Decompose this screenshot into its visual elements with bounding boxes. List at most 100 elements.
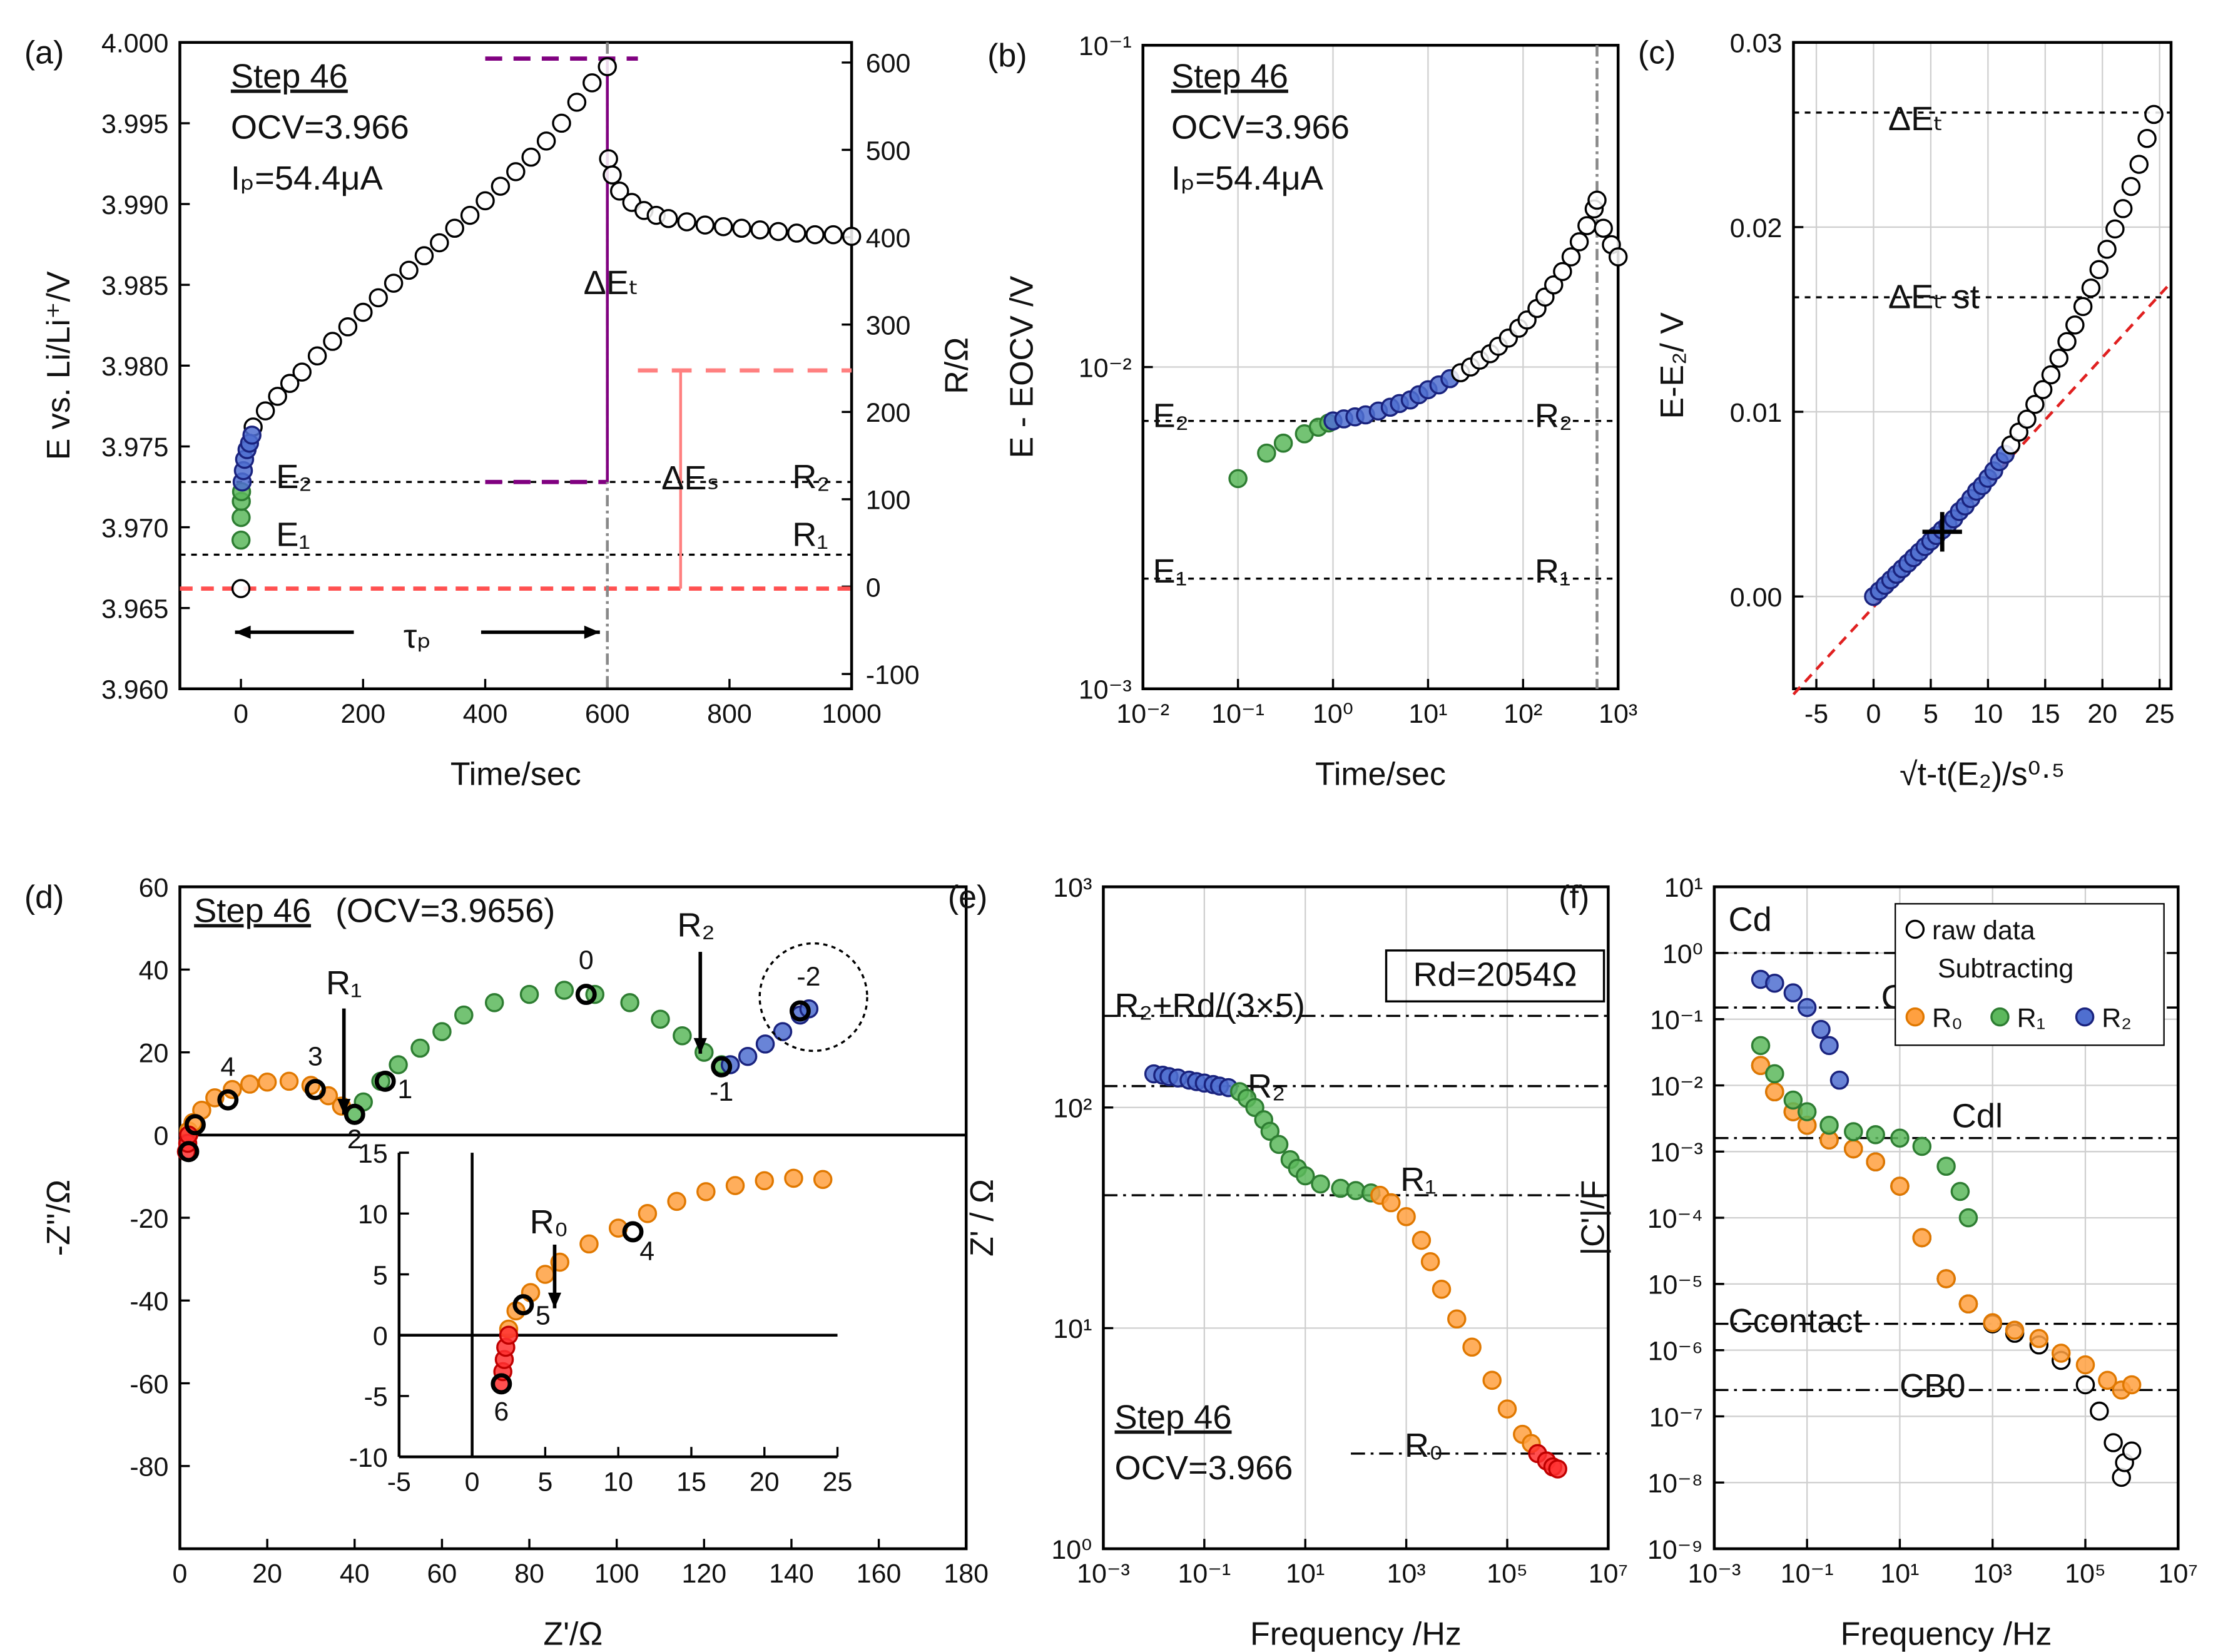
x-tick-label: 15 — [2030, 699, 2060, 729]
marker — [307, 346, 327, 366]
annotation: (OCV=3.9656) — [335, 892, 555, 930]
annotation: Iₚ=54.4μA — [1171, 160, 1324, 197]
marker — [1311, 1174, 1330, 1194]
y-axis-label: E - EOCV /V — [1004, 275, 1040, 458]
marker — [1420, 1252, 1440, 1272]
marker — [491, 1373, 512, 1395]
marker — [823, 225, 843, 245]
marker — [2029, 1328, 2049, 1349]
marker — [476, 191, 495, 211]
marker — [575, 984, 597, 1006]
panel: 0 200 400 600 800 10003.9603.9653.9703.9753.9… — [24, 29, 975, 793]
marker — [1958, 1208, 1978, 1228]
marker — [1447, 1309, 1467, 1329]
y2-tick-label: 400 — [866, 223, 911, 253]
marker — [2121, 176, 2141, 196]
panel-label: (d) — [24, 879, 64, 915]
marker — [2144, 105, 2164, 125]
x-tick-label: 200 — [340, 699, 385, 729]
marker — [1561, 247, 1581, 267]
annotation: Step 46 — [194, 892, 311, 930]
annotation: Step 46 — [1171, 58, 1288, 95]
panel: 10⁻² 10⁻¹ 10⁰ 10¹ 10² 10³10⁻³10⁻²10⁻¹(b)Time/… — [987, 31, 1637, 792]
marker — [787, 223, 806, 243]
marker — [1548, 1459, 1567, 1479]
marker — [1587, 190, 1607, 210]
y-tick-label: 10¹ — [1053, 1314, 1092, 1344]
x-tick-label: 20 — [2087, 699, 2117, 729]
reference-label: E₁ — [1153, 553, 1187, 590]
marker — [2017, 409, 2037, 429]
marker — [231, 530, 251, 550]
marker — [1866, 1125, 1885, 1145]
marker — [1765, 973, 1784, 993]
y-tick-label: -60 — [130, 1369, 168, 1399]
marker — [2137, 129, 2157, 148]
panel-label: (c) — [1638, 35, 1676, 71]
marker — [2122, 1441, 2142, 1461]
x-tick-label: 0 — [465, 1467, 480, 1497]
y-axis-label: |C'|/F — [1575, 1180, 1612, 1256]
y-tick-label: 10 — [358, 1200, 388, 1230]
annotation: OCV=3.966 — [231, 109, 409, 146]
marker — [1912, 1228, 1932, 1248]
marker — [1577, 216, 1597, 235]
marker — [1569, 232, 1589, 252]
marker — [673, 1026, 692, 1046]
y2-tick-label: 0 — [866, 573, 881, 603]
marker — [567, 93, 587, 112]
x-tick-label: 10⁵ — [2065, 1559, 2106, 1589]
x-axis-label: √t-t(E₂)/s⁰·⁵ — [1900, 756, 2065, 792]
point-label: 1 — [397, 1074, 412, 1104]
marker — [354, 302, 373, 322]
y-tick-label: 10⁻⁶ — [1648, 1336, 1703, 1366]
marker — [842, 227, 862, 246]
marker — [1594, 218, 1613, 238]
marker — [506, 162, 526, 181]
x-axis-label: Time/sec — [1315, 756, 1446, 792]
marker — [755, 1034, 775, 1054]
marker — [2057, 332, 2077, 352]
y-tick-label: 10⁻² — [1079, 353, 1132, 383]
decoration — [758, 942, 868, 1053]
y-tick-label: 10⁰ — [1662, 939, 1703, 969]
marker — [695, 215, 715, 235]
marker — [2033, 380, 2053, 399]
marker — [2049, 349, 2069, 368]
x-tick-label: 10⁷ — [2159, 1559, 2198, 1589]
annotation: τₚ — [404, 618, 432, 655]
x-tick-label: 15 — [676, 1467, 706, 1497]
y-tick-label: 3.960 — [101, 675, 168, 705]
marker — [255, 401, 275, 421]
point-label: 6 — [494, 1397, 509, 1427]
marker — [536, 131, 556, 151]
marker — [750, 220, 770, 240]
y-tick-label: 10⁻² — [1650, 1071, 1703, 1101]
x-tick-label: 10⁻³ — [1077, 1559, 1130, 1589]
marker — [1844, 1122, 1863, 1141]
marker — [414, 246, 434, 265]
y2-tick-label: 300 — [866, 310, 911, 340]
marker — [1432, 1280, 1452, 1299]
x-tick-label: 25 — [2145, 699, 2175, 729]
x-tick-label: 400 — [463, 699, 508, 729]
y-tick-label: 20 — [139, 1038, 169, 1068]
x-tick-label: 160 — [857, 1559, 902, 1589]
marker — [2113, 199, 2133, 218]
x-tick-label: 10⁻³ — [1688, 1559, 1741, 1589]
decoration — [584, 625, 600, 639]
legend-marker — [1905, 1007, 1925, 1027]
x-tick-label: 10² — [1503, 699, 1542, 729]
panel: 10⁻³ 10⁻¹ 10¹ 10³ 10⁵ 10⁷ 10⁰ 10¹ 10² 10³ (e) Frequ… — [948, 873, 1628, 1652]
reference-label: E₂ — [276, 458, 312, 496]
marker — [2097, 240, 2117, 259]
x-tick-label: 120 — [681, 1559, 726, 1589]
x-axis-label: Frequency /Hz — [1250, 1616, 1462, 1652]
marker — [1260, 1121, 1280, 1141]
panel: -5 0 5 10 15 20 25 0.00 0.01 0.02 0.03 (c) √t-t(E₂)/… — [1638, 29, 2175, 793]
panel: 0 20 40 60 80 100 120 140 160 180-80-60-40-200204… — [24, 873, 989, 1652]
marker — [499, 1325, 519, 1345]
marker — [2105, 219, 2125, 239]
marker — [2073, 297, 2093, 317]
